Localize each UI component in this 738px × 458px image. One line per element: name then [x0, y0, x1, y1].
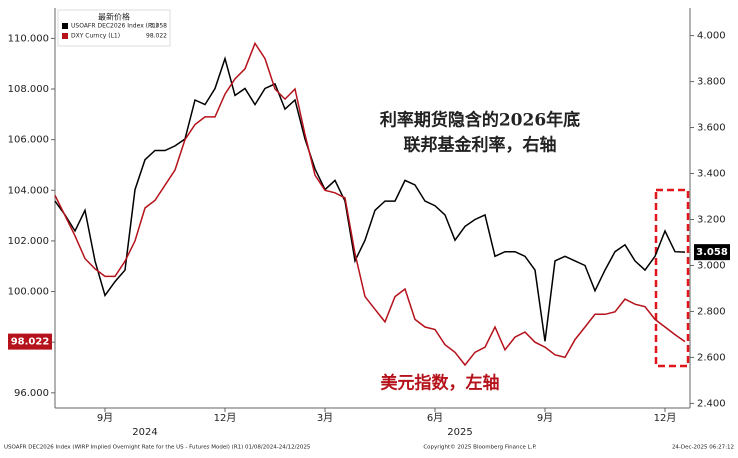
series-line: [54, 56, 686, 342]
y2-tick-label: 3.000: [697, 260, 726, 271]
legend-label: USOAFR DEC2026 Index (R1): [71, 23, 158, 30]
last-value-tag: [8, 333, 52, 350]
legend-title: 最新价格: [98, 12, 130, 22]
footer: 24-Dec-2025 06:27:12: [672, 445, 734, 451]
x-tick-label: 12月: [214, 412, 237, 424]
legend-label: DXY Curncy (L1): [71, 33, 120, 40]
annotation: 利率期货隐含的2026年底: [380, 110, 580, 131]
y2-tick-label: 2.600: [697, 352, 726, 363]
y-tick-label: 106.000: [8, 135, 49, 146]
y-tick-label: 108.000: [8, 84, 49, 95]
legend-value: 98.022: [146, 33, 167, 40]
y-tick-label: 102.000: [8, 236, 49, 247]
highlight-box: [654, 188, 690, 368]
y2-tick-label: 3.400: [697, 169, 726, 180]
legend-swatch: [62, 23, 68, 29]
y-tick-label: 100.000: [8, 287, 49, 298]
y2-tick-label: 3.600: [697, 123, 726, 134]
legend-value: 3.058: [150, 23, 167, 30]
x-tick-label: 12月: [654, 412, 677, 424]
y2-tick-label: 4.000: [697, 31, 726, 42]
x-tick-label: 3月: [317, 412, 333, 424]
x-tick-label: 9月: [97, 412, 113, 424]
y2-tick-label: 2.400: [697, 398, 726, 409]
annotation: 联邦基金利率，右轴: [404, 135, 557, 156]
last-value-tag: [694, 244, 730, 261]
y2-tick-label: 3.200: [697, 214, 726, 225]
y-tick-label: 104.000: [8, 185, 49, 196]
y-tick-label: 96.000: [14, 388, 49, 399]
y2-tick-label: 2.800: [697, 306, 726, 317]
year-label: 2024: [132, 427, 157, 438]
x-tick-label: 9月: [537, 412, 553, 424]
year-label: 2025: [447, 427, 472, 438]
footer: USOAFR DEC2026 Index (WIRP Implied Overn…: [4, 445, 311, 451]
last-value-label: 98.022: [11, 337, 50, 348]
legend: [57, 9, 171, 47]
y2-tick-label: 3.800: [697, 77, 726, 88]
series-line: [54, 41, 686, 367]
x-tick-label: 6月: [427, 412, 443, 424]
annotation: 美元指数，左轴: [381, 373, 500, 394]
footer: Copyright© 2025 Bloomberg Finance L.P.: [423, 444, 537, 451]
legend-swatch: [62, 33, 68, 39]
y-tick-label: 110.000: [8, 33, 49, 44]
last-value-label: 3.058: [696, 247, 728, 258]
